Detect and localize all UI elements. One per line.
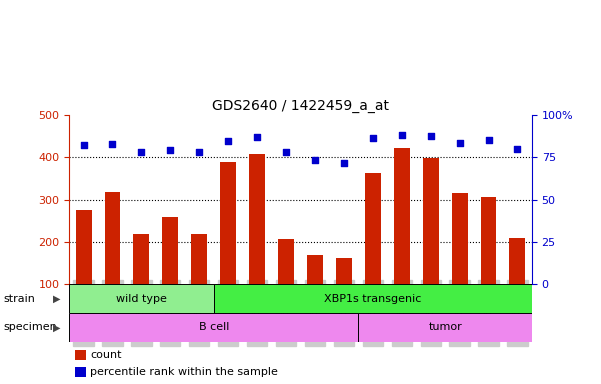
Point [455,139,465,146]
Text: count: count [90,350,121,360]
Bar [76,210,91,284]
Point [426,133,436,139]
Bar [365,174,381,284]
Point [79,142,88,148]
Point [108,141,117,147]
Point [224,138,233,144]
Bar [69,313,358,342]
Bar [423,158,439,284]
Text: B cell: B cell [198,322,229,333]
Point [281,149,291,155]
Bar [133,234,150,284]
Bar [249,154,265,284]
Text: percentile rank within the sample: percentile rank within the sample [90,367,278,377]
Bar [510,238,525,284]
Bar [481,197,496,284]
Point [397,132,406,138]
Text: ▶: ▶ [53,293,60,304]
Bar [105,192,120,284]
Bar [451,194,468,284]
Text: tumor: tumor [429,322,462,333]
Point [136,149,146,156]
Point [310,157,320,163]
Bar [394,148,410,284]
Text: XBP1s transgenic: XBP1s transgenic [324,293,421,304]
Point [368,134,377,141]
Bar [336,258,352,284]
Bar [307,255,323,284]
Bar [278,239,294,284]
Text: wild type: wild type [116,293,167,304]
Point [252,134,262,140]
Point [513,146,522,152]
Point [195,149,204,156]
Text: strain: strain [3,293,35,304]
Point [165,147,175,153]
Bar [358,313,532,342]
Bar [191,234,207,284]
Bar [220,162,236,284]
Point [484,137,493,143]
Text: ▶: ▶ [53,322,60,333]
Bar [162,217,178,284]
Title: GDS2640 / 1422459_a_at: GDS2640 / 1422459_a_at [212,99,389,113]
Point [339,159,349,166]
Bar [214,284,532,313]
Text: specimen: specimen [3,322,56,333]
Bar [69,284,214,313]
